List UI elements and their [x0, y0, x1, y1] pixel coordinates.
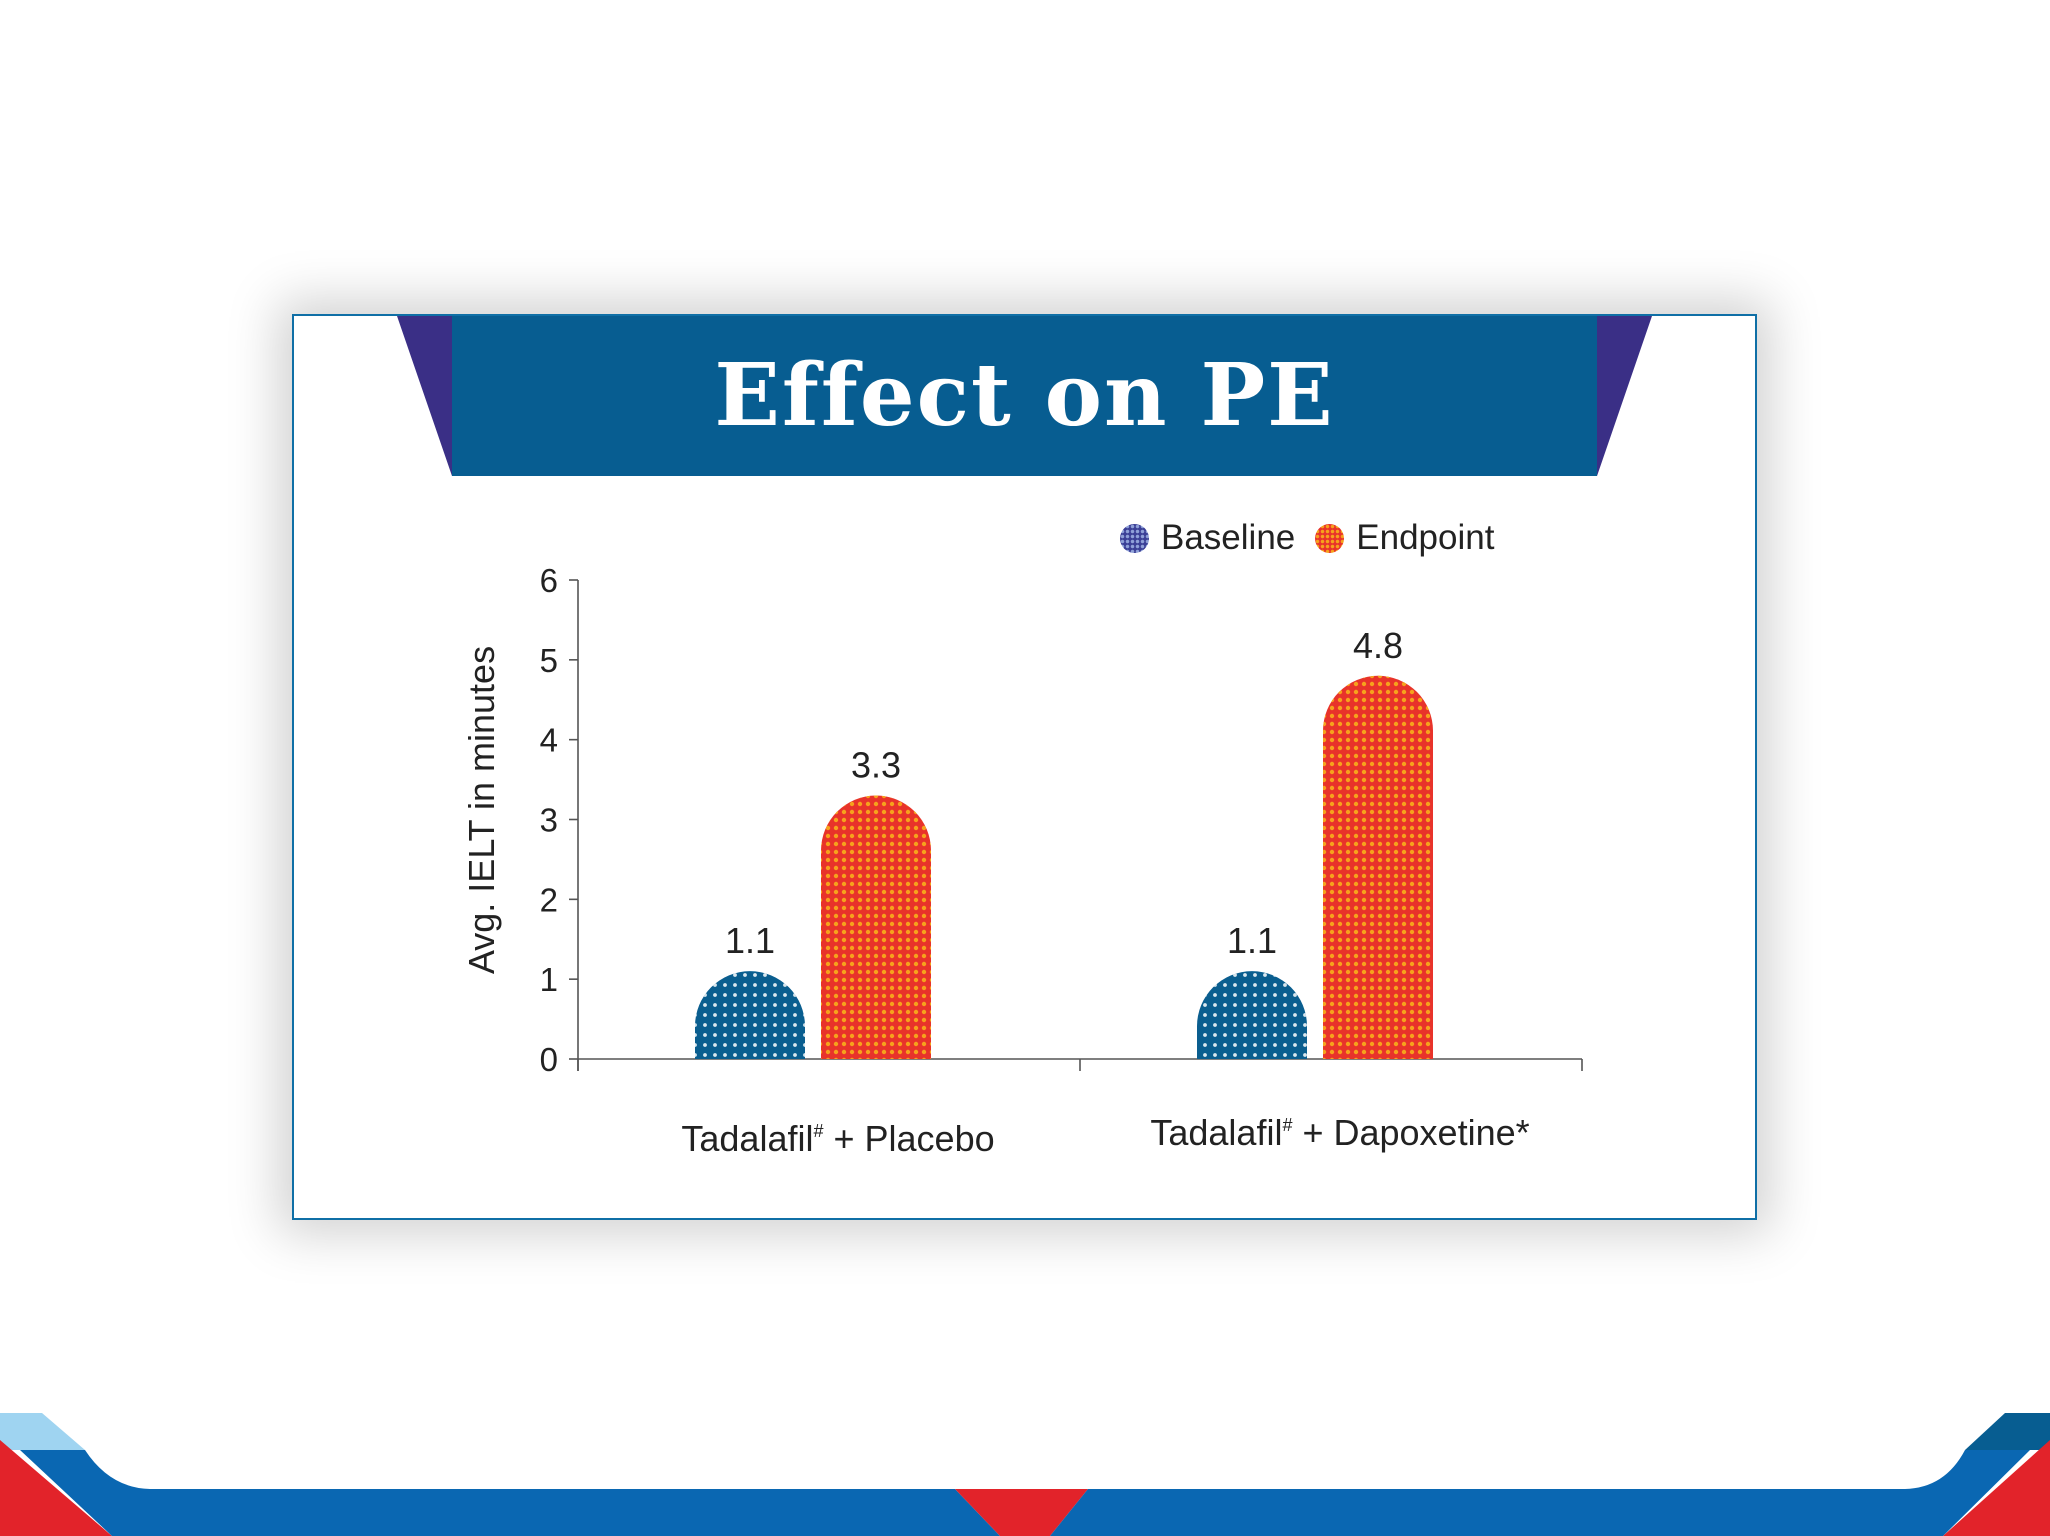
footer-right-red: [1943, 1440, 2050, 1536]
legend-label-baseline: Baseline: [1161, 518, 1296, 557]
dotted-circle-icon: [1120, 523, 1149, 553]
y-tick-label: 3: [540, 802, 558, 839]
footer-decoration: [0, 1413, 2050, 1536]
legend: Baseline Endpoint: [1120, 518, 1514, 558]
legend-label-endpoint: Endpoint: [1356, 518, 1495, 557]
y-tick-label: 4: [540, 722, 558, 759]
banner-right-flap: [1597, 316, 1652, 476]
y-tick-label: 5: [540, 642, 558, 679]
banner-left-flap: [397, 316, 452, 476]
bar-value-label: 4.8: [1353, 625, 1403, 666]
y-tick-label: 6: [540, 562, 558, 599]
bar-endpoint-2: [1323, 675, 1433, 1059]
footer-right-blue: [1050, 1450, 2030, 1536]
legend-entry-endpoint: Endpoint: [1315, 518, 1494, 558]
footer-left-red: [0, 1440, 112, 1536]
x-category-label-1: Tadalafil# + Placebo: [681, 1118, 995, 1159]
legend-entry-baseline: Baseline: [1120, 518, 1295, 558]
bar-baseline-1: [695, 971, 805, 1059]
footer-left-blue: [20, 1450, 1000, 1536]
bar-value-label: 1.1: [1227, 920, 1277, 961]
x-category-label-2: Tadalafil# + Dapoxetine*: [1150, 1112, 1530, 1153]
y-tick-label: 2: [540, 881, 558, 918]
banner-body: [452, 316, 1597, 476]
y-tick-label: 1: [540, 961, 558, 998]
chart-title: Effect on PE: [714, 344, 1335, 446]
bar-value-label: 1.1: [725, 920, 775, 961]
footer-center-red: [955, 1489, 1088, 1536]
y-tick-label: 0: [540, 1041, 558, 1078]
bar-value-label: 3.3: [851, 745, 901, 786]
footer-right-dark: [1965, 1413, 2050, 1450]
bar-baseline-2: [1197, 971, 1307, 1059]
dotted-circle-icon: [1315, 523, 1345, 553]
bar-endpoint-1: [821, 795, 931, 1059]
footer-left-light: [0, 1413, 85, 1450]
